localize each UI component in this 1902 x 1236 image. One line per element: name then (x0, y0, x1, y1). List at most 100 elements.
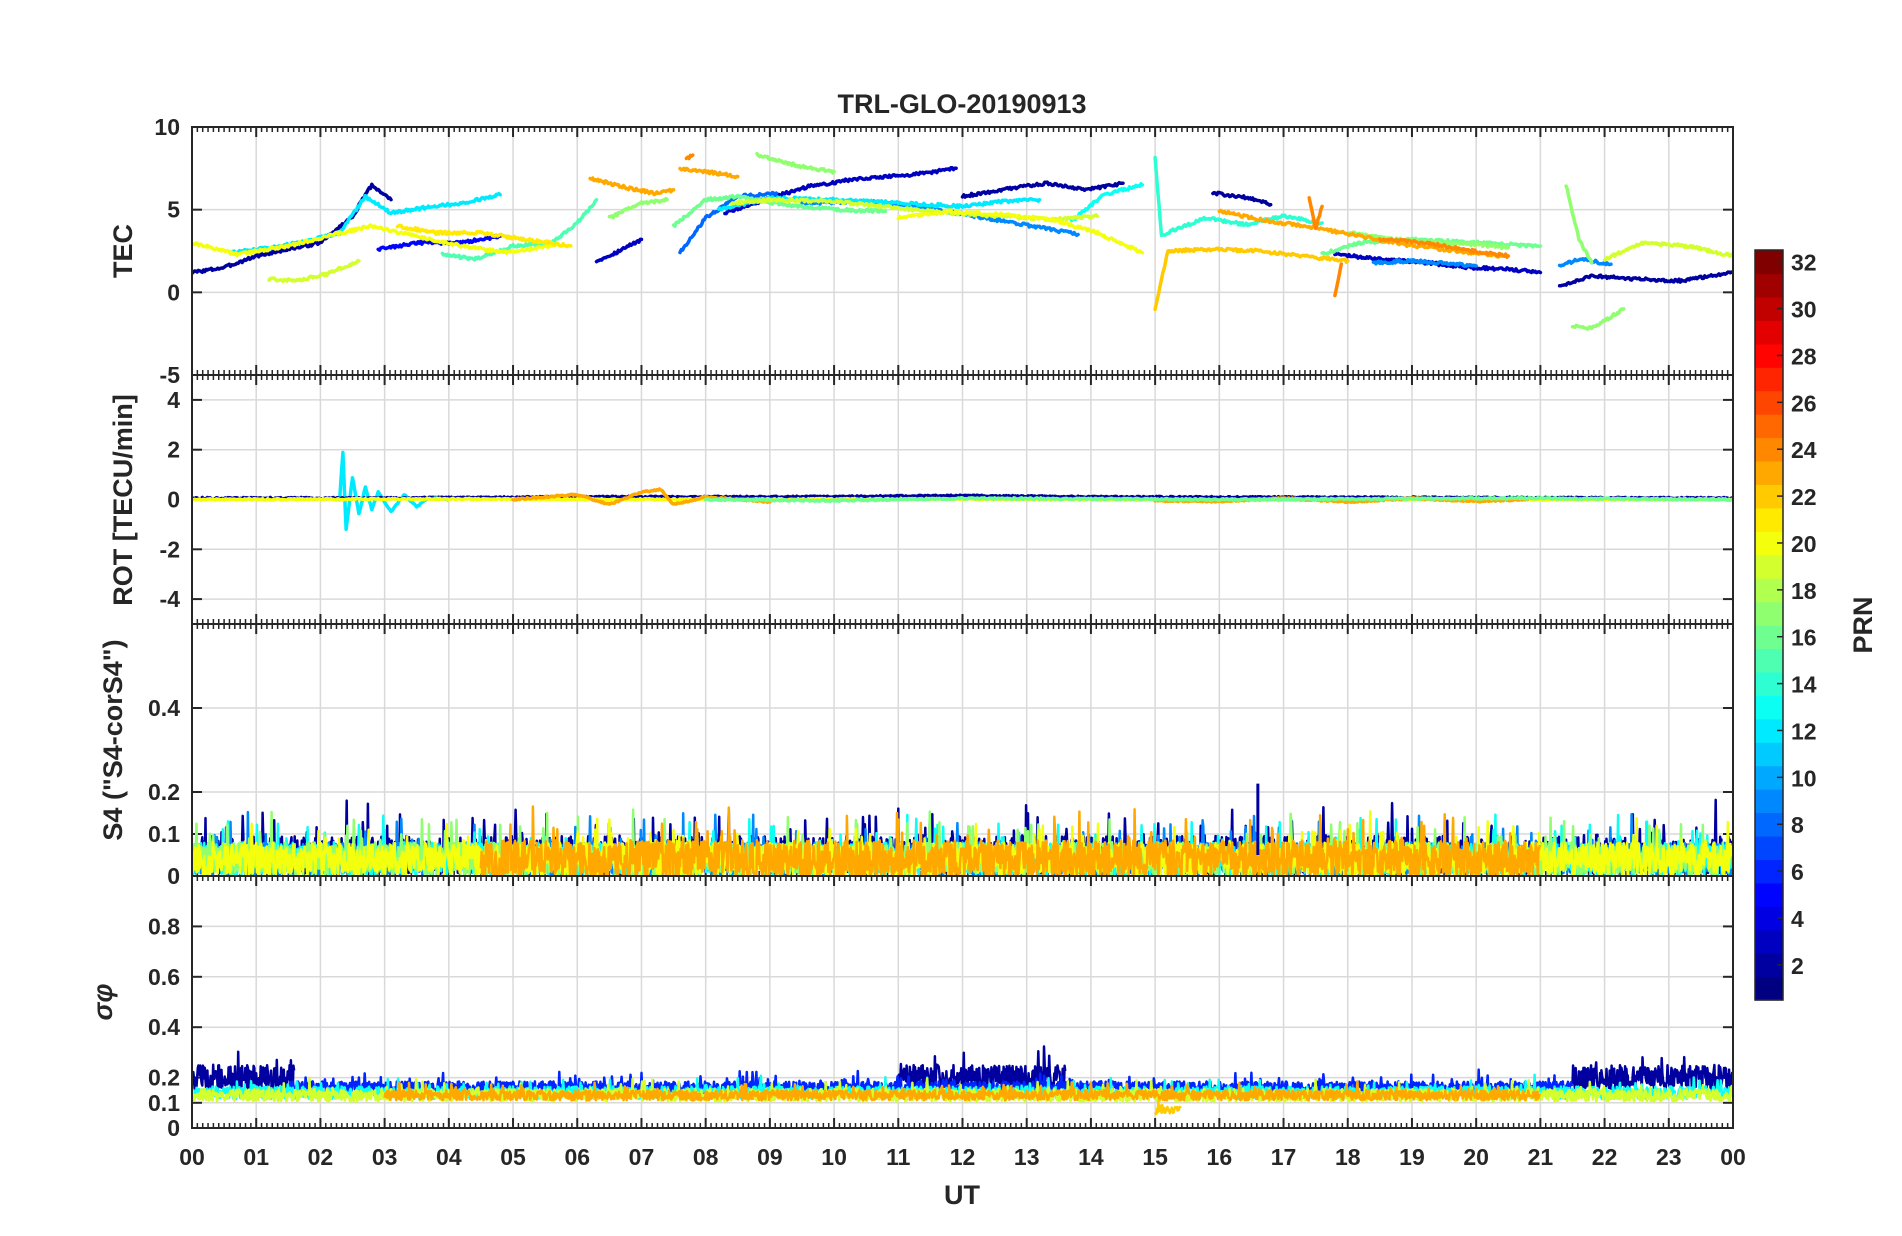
sigma-y-tick-labels: 00.10.2 0.4 0.6 0.8 (148, 913, 180, 1141)
y-tick-label: 0.2 (148, 779, 180, 805)
x-tick-label: 21 (1528, 1144, 1554, 1170)
sigma-series (192, 1045, 1733, 1116)
series-line-prn-12 (716, 195, 1042, 212)
colorbar-band (1755, 929, 1783, 954)
rot-y-axis-label: ROT [TECU/min] (108, 394, 138, 605)
series-line-prn-16 (671, 193, 888, 229)
series-line-prn-13 (1069, 182, 1145, 223)
series-line-prn-19 (1602, 240, 1733, 262)
colorbar-tick-label: 32 (1791, 250, 1817, 276)
colorbar-band (1755, 789, 1783, 814)
series-line-prn-23 (678, 166, 740, 180)
tec-gridlines (191, 127, 1734, 375)
rot-y-tick-labels: -4 -2 0 2 4 (160, 387, 181, 612)
colorbar-tick-label: 12 (1791, 718, 1817, 744)
y-tick-label: 0.4 (148, 695, 180, 721)
x-tick-label: 02 (308, 1144, 334, 1170)
colorbar-tick-label: 22 (1791, 484, 1817, 510)
s4-series (192, 783, 1733, 876)
series-line-prn-24 (1333, 262, 1344, 298)
colorbar-band (1755, 320, 1783, 345)
series-line-prn-12 (337, 450, 451, 532)
x-tick-label: 01 (243, 1144, 269, 1170)
y-tick-label: 0 (167, 863, 180, 889)
x-tick-label: 00 (179, 1144, 205, 1170)
series-line-prn-2 (1557, 270, 1733, 288)
colorbar-band (1755, 601, 1783, 626)
series-line-prn-23 (588, 176, 676, 197)
x-tick-label: 23 (1656, 1144, 1682, 1170)
rot-panel: -4 -2 0 2 4 ROT [TECU/min] (108, 374, 1734, 625)
colorbar-band (1755, 460, 1783, 485)
y-tick-label: 0 (167, 279, 180, 305)
colorbar-band (1755, 507, 1783, 532)
y-tick-label: -2 (160, 536, 180, 562)
x-tick-label: 22 (1592, 1144, 1618, 1170)
x-tick-labels: 00 01 02 03 04 05 06 07 08 09 10 11 12 13 14 15 16 17 18 19… (179, 1144, 1746, 1170)
colorbar-tick-label: 24 (1791, 437, 1817, 463)
series-line-prn-24 (1307, 196, 1324, 231)
x-tick-label: 06 (564, 1144, 590, 1170)
series-line-prn-23 (383, 1080, 1541, 1102)
series-line-prn-22 (1153, 1099, 1182, 1116)
x-tick-label: 15 (1142, 1144, 1168, 1170)
colorbar-tick-label: 28 (1791, 343, 1817, 369)
y-tick-label: -4 (160, 586, 181, 612)
colorbar-tick-label: 16 (1791, 625, 1817, 651)
colorbar-tick-label: 8 (1791, 812, 1804, 838)
x-tick-label: 09 (757, 1144, 783, 1170)
colorbar-band (1755, 648, 1783, 673)
colorbar-band (1755, 742, 1783, 767)
y-tick-label: 0.1 (148, 1090, 180, 1116)
series-line-prn-8 (678, 190, 779, 255)
series-line-prn-22 (1153, 246, 1350, 312)
series-line-prn-23 (479, 805, 1541, 876)
sigma-y-axis-label: σφ (88, 984, 118, 1021)
colorbar-band (1755, 882, 1783, 907)
colorbar-tick-label: 14 (1791, 672, 1817, 698)
colorbar-band (1755, 695, 1783, 720)
y-tick-label: 0.4 (148, 1014, 180, 1040)
series-line-prn-3 (594, 237, 644, 264)
series-line-prn-9 (1371, 257, 1478, 269)
y-tick-label: 0.2 (148, 1065, 180, 1091)
colorbar-label: PRN (1848, 596, 1878, 653)
series-line-prn-17 (607, 196, 669, 220)
series-line-prn-20 (896, 208, 1145, 255)
y-tick-label: 0.1 (148, 821, 180, 847)
series-line-prn-24 (684, 153, 695, 161)
y-tick-label: 0 (167, 487, 180, 513)
series-line-prn-17 (1570, 307, 1626, 331)
s4-gridlines (191, 624, 1734, 876)
y-tick-label: 2 (167, 437, 180, 463)
tec-y-tick-labels: -5 0 5 10 (154, 114, 180, 388)
y-tick-label: 0 (167, 1115, 180, 1141)
x-tick-label: 17 (1271, 1144, 1297, 1170)
x-tick-label: 08 (693, 1144, 719, 1170)
x-tick-label: 10 (821, 1144, 847, 1170)
x-tick-label: 16 (1207, 1144, 1233, 1170)
y-tick-label: 0.6 (148, 964, 180, 990)
x-tick-label: 11 (886, 1144, 911, 1170)
colorbar-band (1755, 273, 1783, 298)
colorbar-bands (1755, 250, 1783, 1001)
s4-panel: 0 0.1 0.2 0.4 S4 ("S4-corS4") (98, 623, 1734, 889)
y-tick-label: -5 (160, 362, 181, 388)
s4-y-axis-label: S4 ("S4-corS4") (98, 639, 128, 840)
colorbar-tick-label: 6 (1791, 859, 1804, 885)
y-tick-label: 4 (167, 387, 180, 413)
series-line-prn-17 (1564, 184, 1594, 265)
series-line-prn-9 (1557, 257, 1613, 268)
sigma-axes-box (191, 875, 1734, 1129)
series-line-prn-16 (703, 495, 1733, 504)
colorbar-band (1755, 414, 1783, 439)
tec-series (192, 151, 1733, 331)
series-line-prn-21 (395, 223, 573, 249)
colorbar-tick-label: 2 (1791, 953, 1804, 979)
tec-panel: -5 0 5 10 TEC (108, 114, 1734, 388)
colorbar-tick-label: 26 (1791, 390, 1817, 416)
colorbar-tick-label: 30 (1791, 297, 1817, 323)
colorbar-tick-label: 4 (1791, 906, 1804, 932)
series-line-prn-2 (1571, 1055, 1733, 1092)
